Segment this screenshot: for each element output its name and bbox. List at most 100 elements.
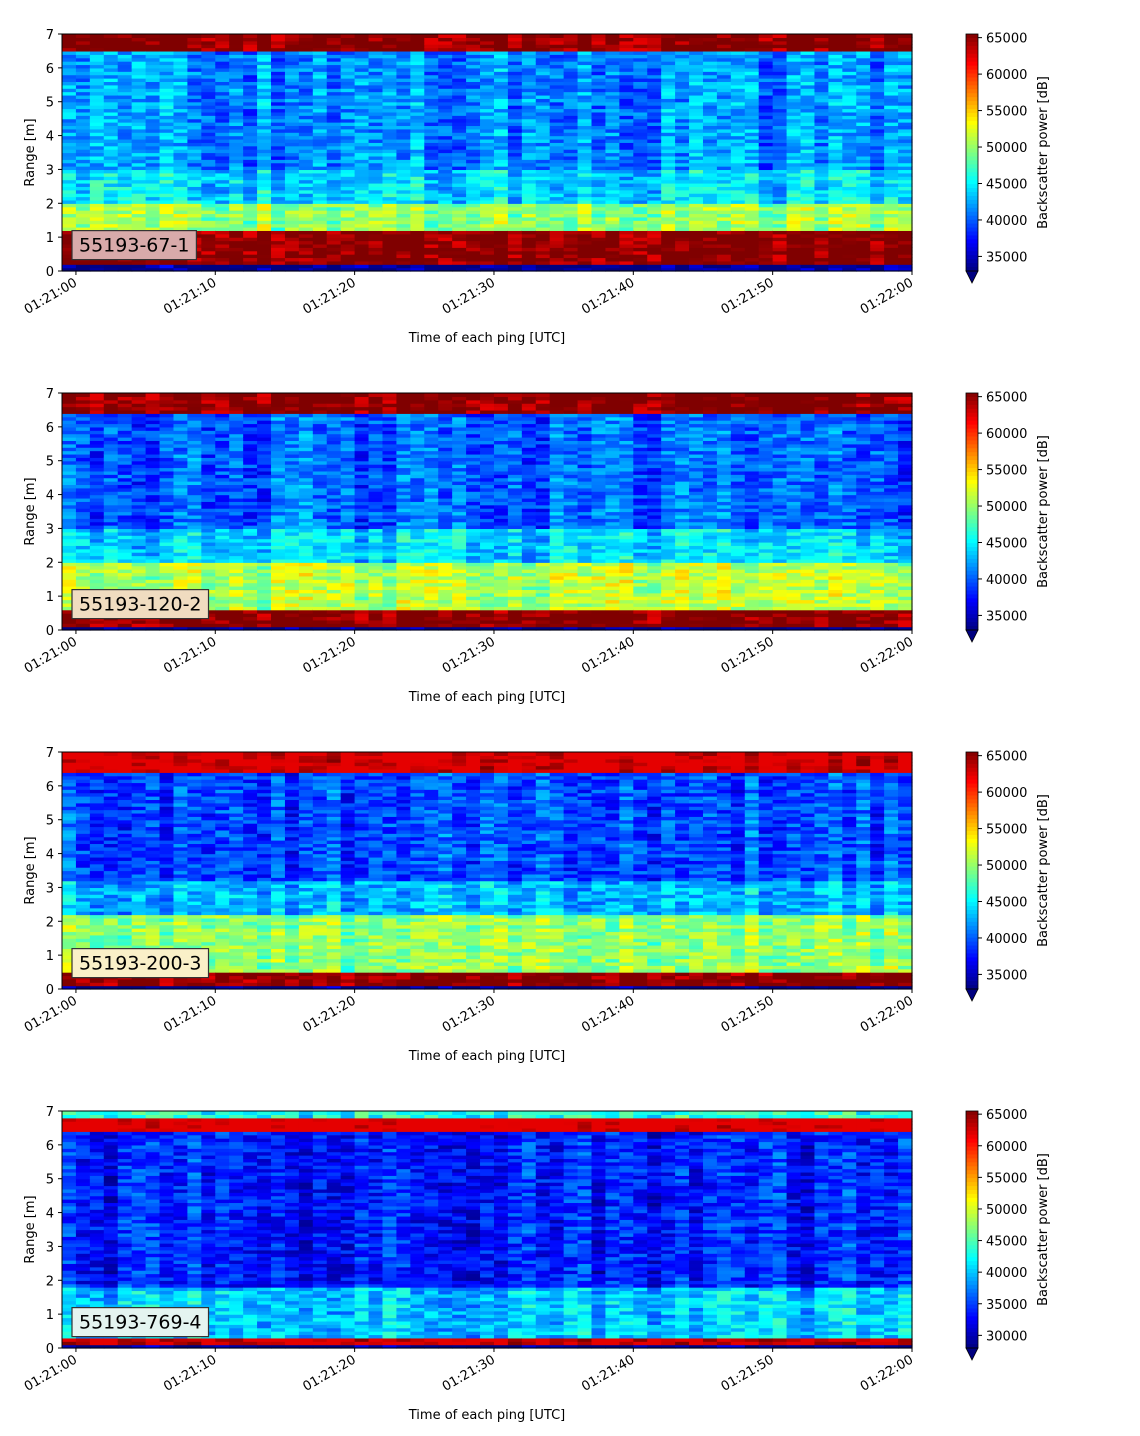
heatmap-cell — [298, 108, 314, 113]
heatmap-cell — [298, 240, 314, 245]
heatmap-cell — [89, 162, 105, 167]
heatmap-cell — [89, 64, 105, 69]
heatmap-cell — [368, 230, 384, 235]
heatmap-cell — [159, 220, 175, 225]
heatmap-cell — [229, 254, 244, 259]
heatmap-cell — [117, 199, 133, 204]
heatmap-cell — [326, 254, 342, 259]
heatmap-cell — [354, 267, 370, 272]
heatmap-cell — [62, 264, 77, 269]
heatmap-cell — [326, 206, 342, 211]
heatmap-cell — [410, 47, 425, 52]
heatmap-cell — [438, 118, 453, 123]
heatmap-cell — [243, 196, 258, 201]
heatmap-cell — [257, 34, 272, 38]
heatmap-cell — [354, 145, 370, 150]
heatmap-cell — [438, 57, 453, 62]
heatmap-cell — [243, 172, 258, 177]
heatmap-cell — [201, 206, 216, 211]
heatmap-cell — [243, 260, 258, 265]
heatmap-cell — [396, 40, 411, 45]
heatmap-cell — [62, 71, 77, 76]
heatmap-cell — [117, 172, 133, 177]
colorbar-segment — [966, 251, 978, 256]
heatmap-cell — [117, 34, 133, 38]
heatmap-cell — [173, 145, 189, 150]
heatmap-cell — [368, 40, 384, 45]
heatmap-cell — [62, 115, 77, 120]
heatmap-cell — [117, 264, 133, 269]
heatmap-cell — [173, 44, 189, 49]
heatmap-cell — [298, 142, 314, 147]
heatmap-cell — [424, 94, 439, 99]
heatmap-cell — [396, 61, 411, 66]
heatmap-cell — [103, 220, 119, 225]
colorbar-segment — [966, 211, 978, 217]
heatmap-cell — [382, 159, 398, 164]
heatmap-cell — [243, 138, 258, 143]
heatmap-cell — [62, 37, 77, 42]
heatmap-cell — [396, 250, 411, 255]
heatmap-cell — [340, 115, 356, 120]
heatmap-cell — [368, 213, 384, 218]
heatmap-cell — [75, 88, 91, 93]
heatmap-cell — [452, 193, 467, 198]
heatmap-cell — [396, 81, 411, 86]
heatmap-cell — [229, 94, 244, 99]
heatmap-cell — [298, 166, 314, 171]
heatmap-cell — [257, 172, 272, 177]
heatmap-cell — [298, 122, 314, 127]
heatmap-cell — [117, 179, 133, 184]
heatmap-cell — [312, 237, 328, 242]
heatmap-cell — [284, 101, 300, 106]
heatmap-cell — [312, 243, 328, 248]
heatmap-cell — [271, 118, 286, 123]
heatmap-cell — [62, 169, 77, 174]
heatmap-cell — [229, 74, 244, 79]
heatmap-cell — [215, 74, 230, 79]
heatmap-cell — [187, 50, 202, 55]
heatmap-cell — [452, 189, 467, 194]
heatmap-cell — [326, 128, 342, 133]
heatmap-cell — [340, 64, 356, 69]
colorbar-tick-label: 60000 — [986, 68, 1027, 83]
heatmap-cell — [396, 166, 411, 171]
colorbar-segment — [966, 203, 978, 209]
heatmap-cell — [75, 138, 91, 143]
heatmap-cell — [243, 128, 258, 133]
heatmap-cell — [368, 257, 384, 262]
heatmap-cell — [271, 216, 286, 221]
heatmap-cell — [145, 199, 161, 204]
colorbar-segment — [966, 85, 978, 90]
heatmap-cell — [298, 203, 314, 208]
heatmap-cell — [75, 125, 91, 130]
colorbar: 35000400004500050000550006000065000Backs… — [965, 32, 1051, 284]
heatmap-cell — [410, 264, 425, 269]
heatmap-cell — [187, 98, 202, 103]
heatmap-cell — [354, 213, 370, 218]
heatmap-cell — [438, 61, 453, 66]
heatmap-cell — [354, 196, 370, 201]
heatmap-cell — [173, 98, 189, 103]
heatmap-cell — [340, 111, 356, 116]
heatmap-cell — [62, 233, 77, 238]
heatmap-cell — [117, 118, 133, 123]
heatmap-cell — [89, 393, 105, 397]
heatmap-cell — [103, 61, 119, 66]
heatmap-cell — [396, 138, 411, 143]
heatmap-cell — [424, 210, 439, 215]
heatmap-cell — [89, 88, 105, 93]
heatmap-cell — [131, 162, 147, 167]
heatmap-cell — [243, 145, 258, 150]
heatmap-cell — [452, 213, 467, 218]
heatmap-cell — [75, 179, 91, 184]
heatmap-cell — [298, 257, 314, 262]
heatmap-cell — [173, 122, 189, 127]
heatmap-cell — [298, 237, 314, 242]
heatmap-cell — [312, 210, 328, 215]
heatmap-cell — [271, 37, 286, 42]
heatmap-cell — [271, 162, 286, 167]
heatmap-cell — [312, 206, 328, 211]
heatmap-cell — [326, 111, 342, 116]
heatmap-cell — [298, 98, 314, 103]
